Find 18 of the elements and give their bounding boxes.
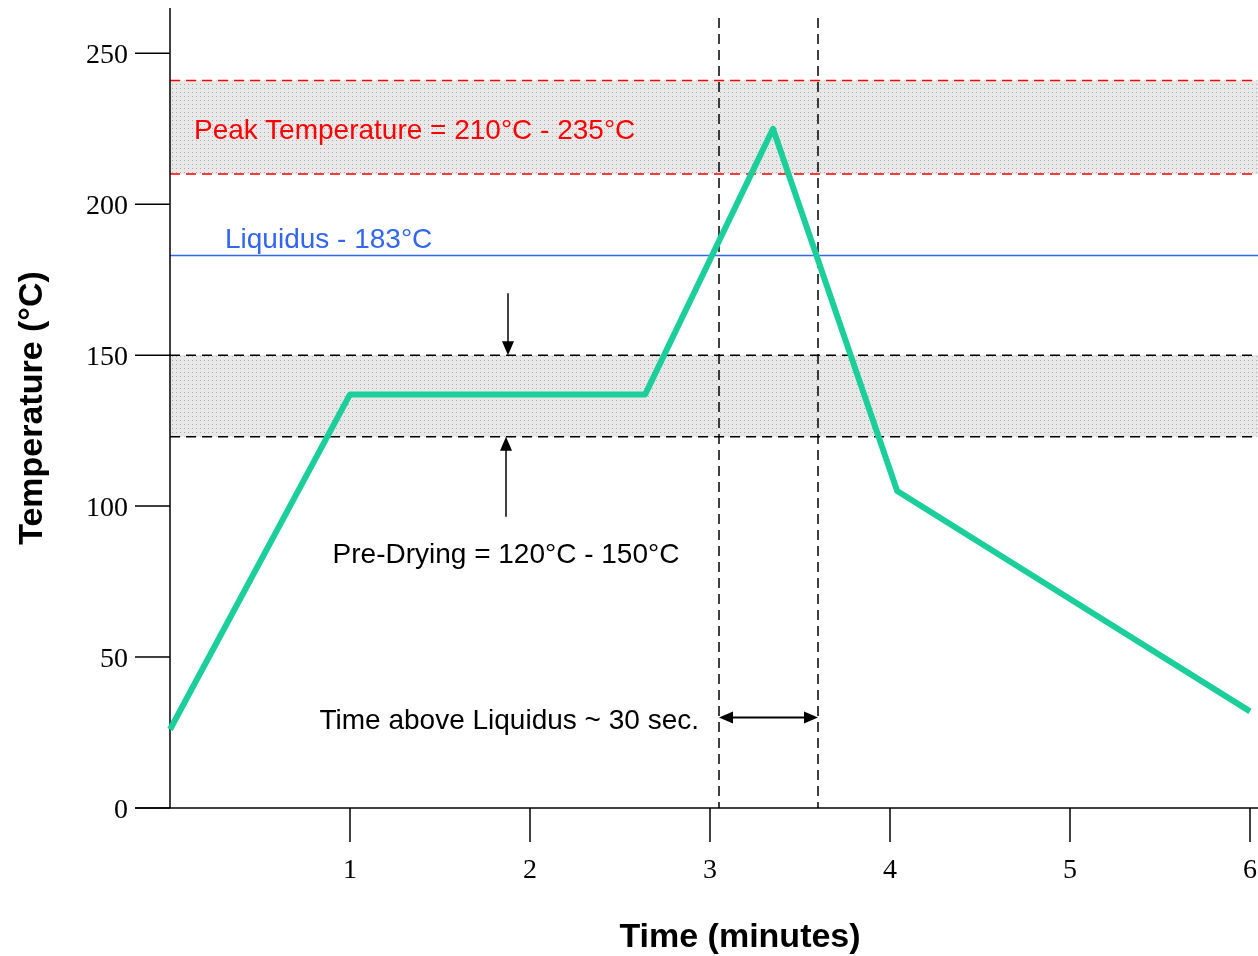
- x-tick-label: 4: [883, 852, 897, 884]
- x-tick-label: 3: [703, 852, 717, 884]
- y-tick-label: 250: [86, 37, 128, 69]
- annotation: Time above Liquidus ~ 30 sec.: [319, 704, 699, 736]
- ref-line-label: Peak Temperature = 210°C - 235°C: [194, 114, 636, 146]
- x-tick-label: 1: [343, 852, 357, 884]
- y-axis-title: Temperature (°C): [11, 271, 49, 545]
- ref-line-label: Liquidus - 183°C: [225, 222, 433, 254]
- y-tick-label: 100: [86, 490, 128, 522]
- y-tick-label: 150: [86, 339, 128, 371]
- x-tick-label: 6: [1243, 852, 1257, 884]
- y-tick-label: 50: [100, 641, 128, 673]
- y-tick-label: 0: [114, 792, 128, 824]
- annotation: Pre-Drying = 120°C - 150°C: [332, 537, 680, 569]
- x-tick-label: 2: [523, 852, 537, 884]
- y-tick-label: 200: [86, 188, 128, 220]
- x-tick-label: 5: [1063, 852, 1077, 884]
- x-axis-title: Time (minutes): [619, 916, 861, 954]
